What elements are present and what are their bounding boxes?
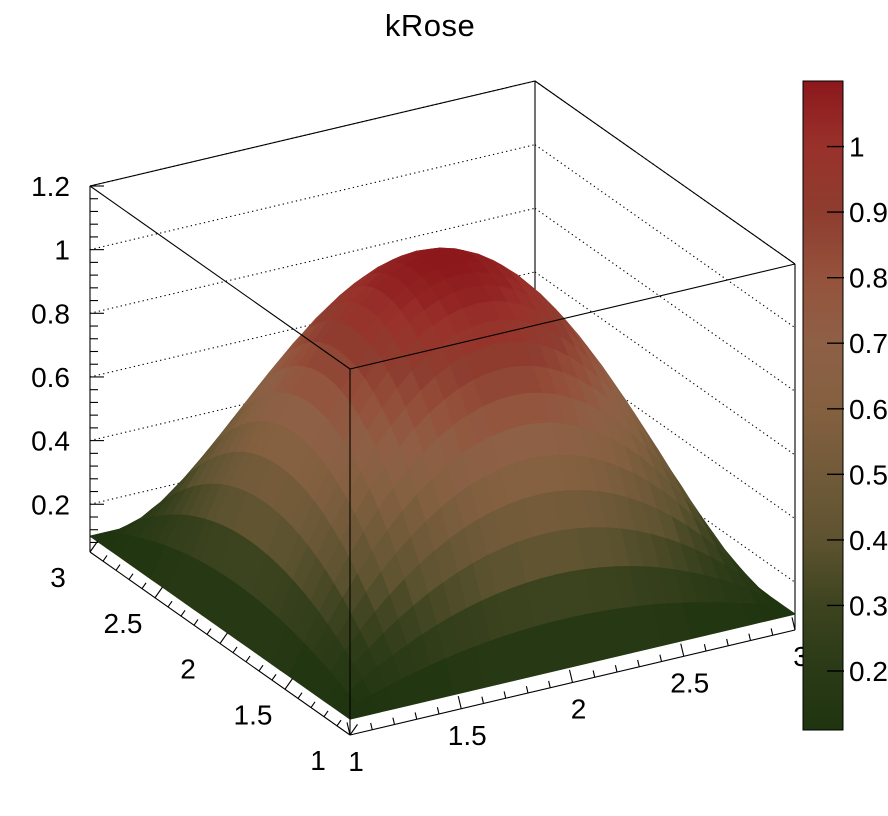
color-bar-tick-label: 0.9 [849,197,888,228]
tick-mark [219,632,228,644]
tick-mark [503,691,507,699]
tick-mark [102,555,108,562]
color-bar-tick-label: 0.5 [849,459,888,490]
x-axis-tick-label: 2 [571,694,587,725]
x-axis: 11.522.53 [346,617,809,777]
z-axis: 0.2 0.4 0.6 0.8 1 1.2 [31,171,104,552]
tick-mark [770,628,774,636]
color-bar-tick-label: 0.8 [849,263,888,294]
color-bar-tick-label: 1 [849,132,865,163]
tick-mark [680,643,685,657]
tick-mark [271,674,277,681]
tick-mark [346,722,351,736]
tick-mark [436,707,440,715]
x-axis-tick-label: 1.5 [448,720,487,751]
tick-mark [128,573,134,580]
tick-mark [659,654,663,662]
color-bar-tick-label: 0.6 [849,394,888,425]
tick-mark [703,644,707,652]
tick-mark [245,655,251,663]
x-axis-tick-label: 1 [348,746,364,777]
y-axis-tick-label: 3 [50,562,66,593]
z-axis-tick-label: 1.2 [31,171,70,202]
y-axis-tick-label: 2 [180,654,196,685]
tick-mark [115,564,121,571]
tick-mark [525,686,529,694]
chart-title: kRose [384,8,476,43]
tick-mark [193,619,199,626]
frame-edge-top-back-right [534,80,796,265]
tick-mark [154,586,163,599]
y-axis-tick-label: 1.5 [234,699,273,730]
frame-edge-top-front-right [349,263,796,370]
color-bar-tick-label: 0.2 [849,656,888,687]
tick-mark [726,638,729,646]
tick-mark [206,628,212,635]
tick-mark [336,719,342,727]
tick-mark [592,670,596,678]
color-bar-tick-label: 0.3 [849,590,888,621]
tick-mark [258,664,264,672]
tick-mark [481,696,485,704]
tick-mark [791,617,796,631]
y-axis: 1 1.5 2 2.5 3 [50,541,358,776]
z-axis-tick-label: 0.6 [31,362,70,393]
z-axis-tick-label: 0.2 [31,489,70,520]
tick-mark [548,680,551,688]
grid-line [89,144,536,251]
tick-mark [637,659,640,667]
color-bar-gradient [802,80,844,731]
tick-mark [392,717,396,725]
color-bar-tick-label: 0.4 [849,525,888,556]
frame-edge-top-back-left [89,80,536,187]
tick-mark [614,665,618,673]
tick-mark [284,678,293,690]
tick-mark [141,582,147,589]
tick-mark [297,692,303,699]
z-axis-tick-label: 0.8 [31,298,70,329]
tick-mark [370,722,373,730]
z-axis-tick-label: 0.4 [31,426,70,457]
color-bar: 0.2 0.3 0.4 0.5 0.6 0.7 0.8 0.9 1 [802,80,888,731]
tick-mark [323,710,329,718]
y-axis-tick-label: 1 [310,745,326,776]
z-axis-tick-label: 1 [54,235,70,266]
y-axis-tick-label: 2.5 [104,608,143,639]
tick-mark [568,669,574,683]
tick-mark [232,646,238,653]
frame-edge-top-front-left [89,185,351,370]
frame-front-edges [89,185,796,735]
tick-mark [167,600,173,608]
tick-mark [180,610,186,617]
tick-mark [310,701,316,708]
tick-mark [349,724,358,736]
x-axis-tick-label: 2.5 [670,667,709,698]
tick-mark [89,541,98,553]
tick-mark [457,695,462,709]
color-bar-tick-label: 0.7 [849,328,888,359]
frame-back-edges [89,80,796,630]
tick-mark [414,712,418,720]
surface [89,247,796,720]
tick-mark [748,633,752,641]
